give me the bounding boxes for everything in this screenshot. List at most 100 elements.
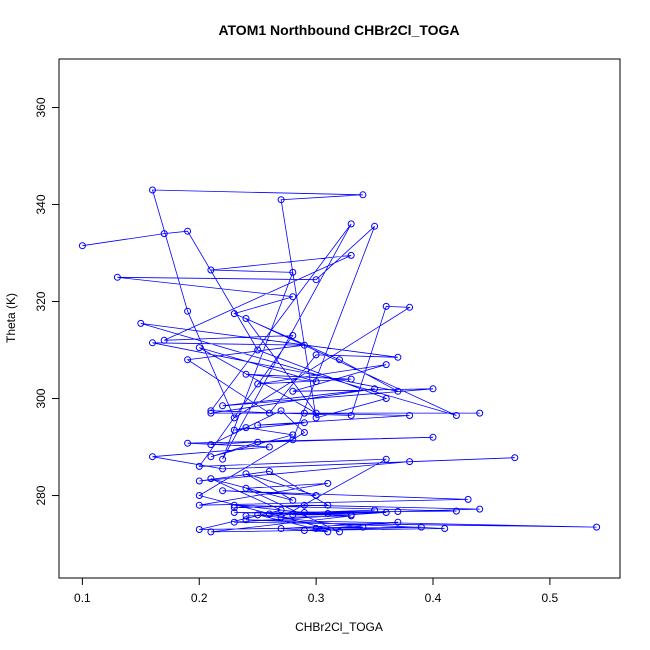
data-point — [312, 525, 320, 532]
x-axis-label: CHBr2Cl_TOGA — [295, 620, 383, 634]
data-point — [78, 242, 86, 250]
data-point — [184, 439, 192, 447]
data-point — [207, 528, 215, 536]
data-point — [137, 319, 145, 327]
data-point — [265, 409, 273, 417]
x-tick-label: 0.3 — [308, 591, 325, 605]
chart-title: ATOM1 Northbound CHBr2Cl_TOGA — [218, 22, 459, 38]
data-point — [184, 356, 192, 364]
data-point — [149, 339, 156, 347]
data-point — [265, 467, 273, 475]
data-point — [219, 402, 227, 410]
data-point — [476, 409, 484, 417]
data-point — [195, 462, 203, 470]
data-point — [312, 414, 320, 422]
data-point — [195, 492, 203, 499]
data-point — [254, 380, 262, 388]
data-point — [160, 230, 168, 238]
data-point — [300, 429, 308, 436]
data-point — [359, 191, 367, 199]
data-point — [184, 307, 192, 315]
data-point — [394, 508, 402, 515]
data-point — [300, 509, 308, 516]
data-point — [207, 409, 215, 417]
data-point — [230, 509, 238, 516]
data-point — [242, 512, 250, 520]
data-point — [230, 414, 238, 422]
x-tick-label: 0.1 — [74, 591, 91, 605]
data-point — [254, 511, 262, 519]
data-point — [429, 385, 437, 393]
data-point — [113, 273, 121, 281]
data-point — [195, 477, 203, 485]
data-point — [324, 528, 332, 536]
data-point — [347, 375, 355, 383]
y-axis-label: Theta (K) — [4, 293, 18, 343]
data-point — [382, 302, 390, 310]
data-point — [219, 487, 227, 495]
data-point — [464, 495, 472, 503]
data-point — [312, 492, 320, 499]
data-point — [195, 501, 203, 509]
data-point — [242, 315, 250, 322]
data-point — [324, 479, 332, 487]
data-point — [382, 361, 390, 369]
data-point — [382, 395, 390, 402]
data-point — [242, 516, 250, 524]
data-point — [230, 504, 238, 512]
y-tick-label: 340 — [34, 194, 48, 214]
data-point — [219, 455, 227, 463]
data-point — [394, 353, 402, 361]
data-point — [406, 458, 414, 466]
data-point — [219, 465, 227, 473]
data-point — [347, 412, 355, 419]
data-point — [277, 506, 285, 514]
data-point — [394, 387, 402, 395]
data-point — [289, 268, 297, 276]
data-point — [195, 344, 203, 352]
data-point — [382, 455, 390, 463]
data-point — [593, 523, 601, 531]
data-point — [242, 470, 250, 478]
data-point — [371, 385, 379, 393]
x-tick-label: 0.5 — [542, 591, 559, 605]
data-point — [300, 527, 308, 534]
data-point — [254, 421, 262, 429]
data-point — [452, 507, 460, 515]
data-point — [207, 441, 215, 449]
data-point — [289, 431, 297, 439]
data-point — [289, 332, 297, 339]
data-point — [324, 510, 332, 517]
data-point — [347, 251, 355, 259]
data-point — [312, 378, 320, 386]
data-point — [300, 419, 308, 427]
y-tick-label: 280 — [34, 485, 48, 505]
data-point — [452, 412, 460, 419]
data-point — [277, 525, 285, 532]
data-point — [312, 351, 320, 359]
data-point — [476, 505, 484, 513]
y-tick-label: 320 — [34, 291, 48, 311]
data-point — [289, 387, 297, 395]
data-point — [289, 511, 297, 519]
series-line — [82, 189, 597, 533]
data-point — [347, 511, 355, 519]
data-point — [207, 453, 215, 461]
data-point — [184, 227, 192, 235]
data-point — [429, 433, 437, 441]
data-point — [254, 346, 262, 354]
data-point — [300, 341, 308, 349]
data-point — [230, 426, 238, 434]
x-axis: 0.1 0.2 0.3 0.4 0.5 — [74, 577, 559, 605]
data-point — [441, 525, 449, 532]
data-point — [242, 424, 250, 432]
data-point — [406, 303, 414, 311]
data-point — [336, 356, 343, 364]
data-point — [511, 454, 519, 462]
data-point — [371, 222, 379, 230]
y-axis: 280 300 320 340 360 — [34, 97, 60, 506]
y-tick-label: 300 — [34, 388, 48, 408]
data-point — [265, 443, 273, 451]
data-point — [230, 518, 238, 526]
